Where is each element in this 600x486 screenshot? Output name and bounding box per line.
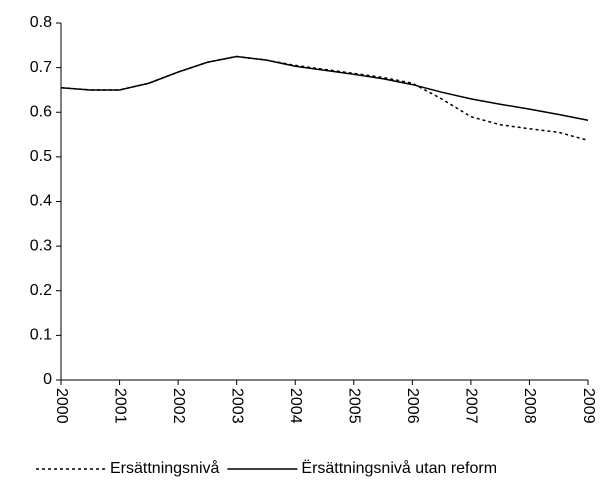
- x-tick-label: 2005: [346, 388, 363, 424]
- y-tick-label: 0.8: [30, 14, 52, 31]
- x-tick-label: 2000: [53, 388, 70, 424]
- y-tick-label: 0.6: [30, 103, 52, 120]
- legend-label: Ersättningsnivå: [110, 459, 219, 477]
- y-tick-label: 0.7: [30, 59, 52, 76]
- x-tick-label: 2009: [580, 388, 597, 424]
- series-line: [60, 55, 589, 142]
- x-tick-label: 2007: [463, 388, 480, 424]
- y-tick-label: 0.2: [30, 282, 52, 299]
- legend-label: Ërsättningsnivå utan reform: [301, 459, 497, 477]
- series-line: [60, 55, 589, 122]
- x-tick-label: 2008: [521, 388, 538, 424]
- x-tick-label: 2001: [111, 388, 128, 424]
- y-tick-label: 0.1: [30, 327, 52, 344]
- y-tick-label: 0.5: [30, 148, 52, 165]
- y-tick-label: 0: [43, 371, 52, 388]
- x-tick-label: 2002: [170, 388, 187, 424]
- x-tick-label: 2004: [287, 388, 304, 424]
- y-tick-label: 0.4: [30, 193, 52, 210]
- x-tick-label: 2003: [228, 388, 245, 424]
- x-tick-label: 2006: [404, 388, 421, 424]
- y-tick-label: 0.3: [30, 237, 52, 254]
